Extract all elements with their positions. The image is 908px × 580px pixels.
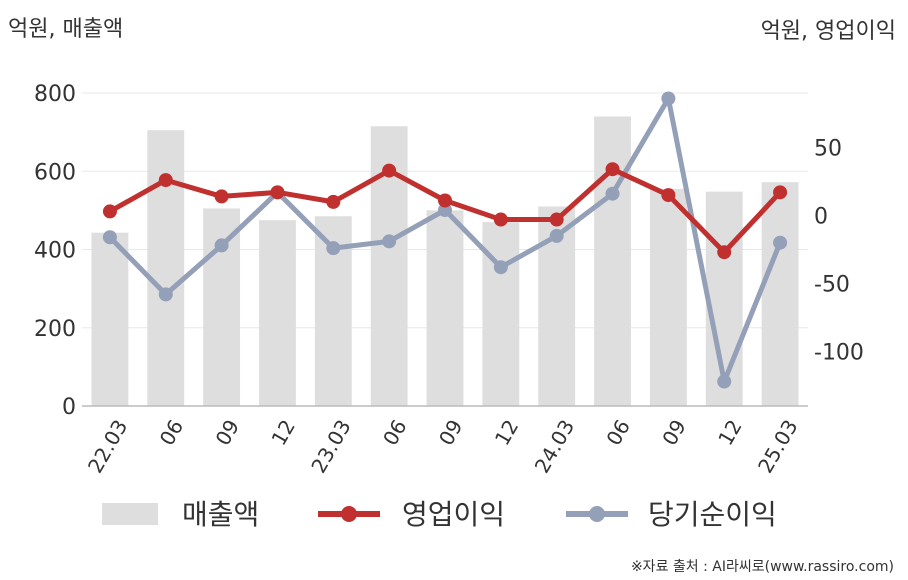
x-tick-label: 09 — [434, 416, 468, 450]
bar-revenue — [761, 182, 799, 406]
bar-revenue — [203, 208, 241, 406]
point-operating-profit — [717, 245, 732, 260]
x-tick-label: 09 — [657, 416, 691, 450]
point-net-income — [158, 287, 173, 302]
left-y-tick-label: 200 — [34, 317, 76, 342]
right-y-tick-label: -100 — [814, 341, 864, 366]
point-net-income — [214, 238, 229, 253]
legend-marker-net-income — [589, 506, 605, 522]
right-y-tick-label: 50 — [814, 136, 842, 161]
point-net-income — [773, 235, 788, 250]
legend-marker-operating-profit — [341, 506, 357, 522]
left-axis-unit-label: 억원, 매출액 — [8, 17, 123, 42]
bar-revenue — [147, 130, 185, 406]
bar-revenue — [259, 220, 296, 406]
point-operating-profit — [661, 188, 676, 203]
point-operating-profit — [605, 162, 620, 177]
point-net-income — [605, 186, 620, 201]
point-net-income — [717, 374, 732, 389]
revenue-bars — [91, 116, 799, 406]
bar-revenue — [91, 232, 129, 406]
legend-label-operating-profit: 영업이익 — [402, 498, 505, 531]
point-operating-profit — [773, 185, 788, 200]
legend: 매출액 영업이익 당기순이익 — [102, 498, 777, 531]
x-tick-label: 06 — [601, 416, 635, 450]
point-operating-profit — [158, 173, 173, 188]
point-operating-profit — [382, 163, 397, 178]
point-net-income — [102, 230, 117, 245]
point-net-income — [493, 260, 508, 275]
point-net-income — [661, 91, 676, 106]
x-tick-label: 12 — [266, 416, 300, 450]
x-tick-label: 06 — [378, 416, 412, 450]
right-y-tick-label: -50 — [814, 273, 850, 298]
point-net-income — [382, 234, 397, 249]
x-tick-label: 09 — [211, 416, 245, 450]
bar-revenue — [426, 210, 464, 406]
left-y-tick-label: 400 — [34, 239, 76, 264]
bar-revenue — [649, 188, 687, 406]
point-operating-profit — [102, 204, 117, 219]
source-note: ※자료 출처 : AI라씨로(www.rassiro.com) — [631, 559, 894, 575]
x-tick-label: 06 — [155, 416, 189, 450]
legend-swatch-revenue — [102, 503, 158, 525]
left-y-tick-label: 600 — [34, 160, 76, 185]
legend-label-net-income: 당기순이익 — [648, 498, 777, 531]
right-axis-unit-label: 억원, 영업이익 — [761, 19, 896, 44]
bar-revenue — [594, 116, 631, 406]
point-operating-profit — [549, 212, 564, 227]
point-operating-profit — [438, 193, 452, 208]
point-operating-profit — [493, 212, 508, 227]
x-tick-label: 25.03 — [753, 416, 802, 478]
right-y-tick-label: 0 — [814, 204, 828, 229]
point-net-income — [549, 228, 564, 243]
x-tick-label: 24.03 — [530, 416, 579, 478]
x-tick-label: 23.03 — [306, 416, 355, 478]
left-y-tick-label: 0 — [62, 395, 76, 420]
x-tick-label: 12 — [713, 416, 747, 450]
x-tick-label: 22.03 — [83, 416, 132, 478]
profit-lines — [102, 91, 788, 389]
point-operating-profit — [214, 189, 229, 204]
x-tick-label: 12 — [490, 416, 524, 450]
left-y-tick-label: 800 — [34, 82, 76, 107]
point-net-income — [326, 241, 341, 256]
point-operating-profit — [326, 194, 341, 209]
bar-revenue — [482, 222, 520, 406]
point-operating-profit — [270, 185, 285, 200]
legend-label-revenue: 매출액 — [182, 498, 259, 531]
